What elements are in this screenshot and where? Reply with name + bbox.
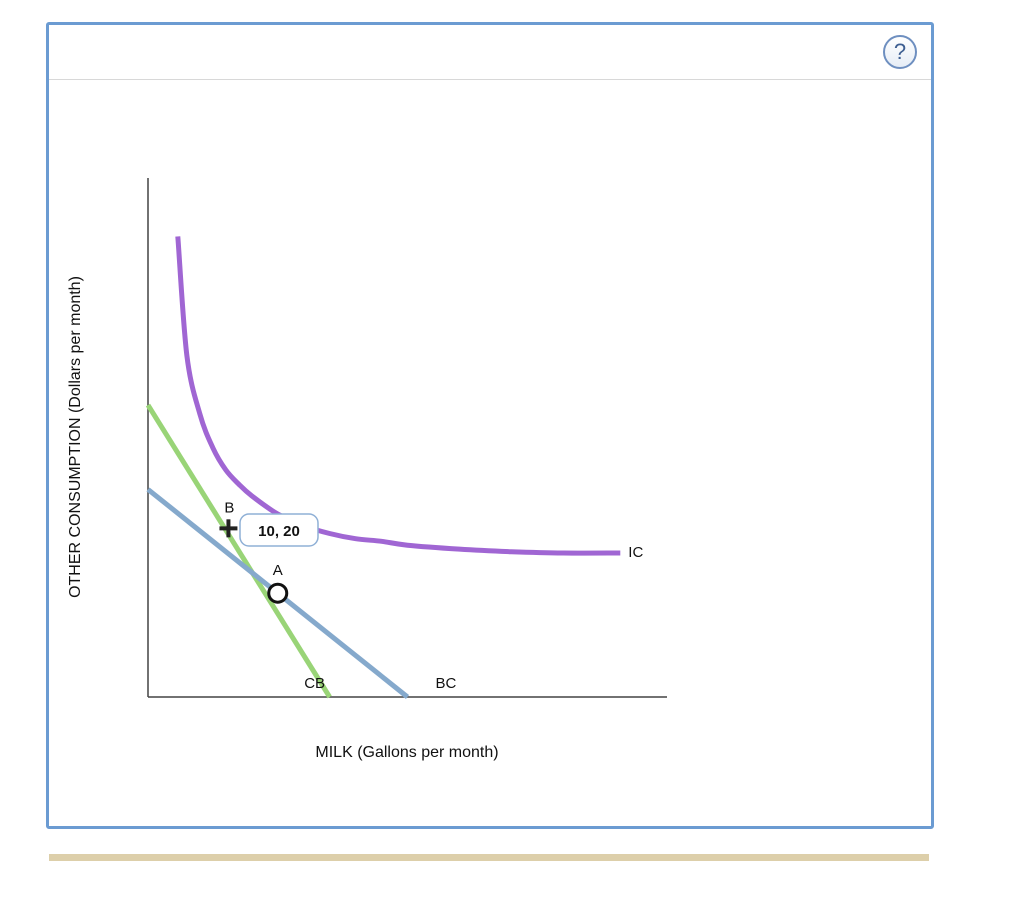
point-a-marker[interactable] [267, 582, 289, 604]
series-cb-label: CB [304, 675, 325, 692]
y-axis-title: OTHER CONSUMPTION (Dollars per month) [67, 276, 84, 598]
panel-header: ? [49, 25, 931, 80]
coordinate-tooltip: 10, 20 [239, 513, 319, 547]
point-a-label: A [273, 562, 283, 579]
series-bc-label: BC [436, 675, 457, 692]
point-b-label: B [224, 499, 234, 516]
tooltip-box [239, 513, 319, 547]
series-ic-label: IC [628, 544, 643, 561]
point-b-marker[interactable] [219, 519, 238, 538]
axes [147, 178, 667, 698]
series-cb-line [145, 403, 332, 699]
x-axis-title: MILK (Gallons per month) [315, 744, 498, 761]
series-ic-line [175, 236, 621, 556]
label-layer: IC CB BC [304, 544, 643, 692]
point-layer: AB [219, 499, 289, 604]
graph-panel: ? [46, 22, 934, 829]
help-button[interactable]: ? [883, 35, 917, 69]
footer-divider [49, 854, 929, 861]
tooltip-text: 10, 20 [258, 523, 300, 540]
series-layer [145, 236, 621, 699]
